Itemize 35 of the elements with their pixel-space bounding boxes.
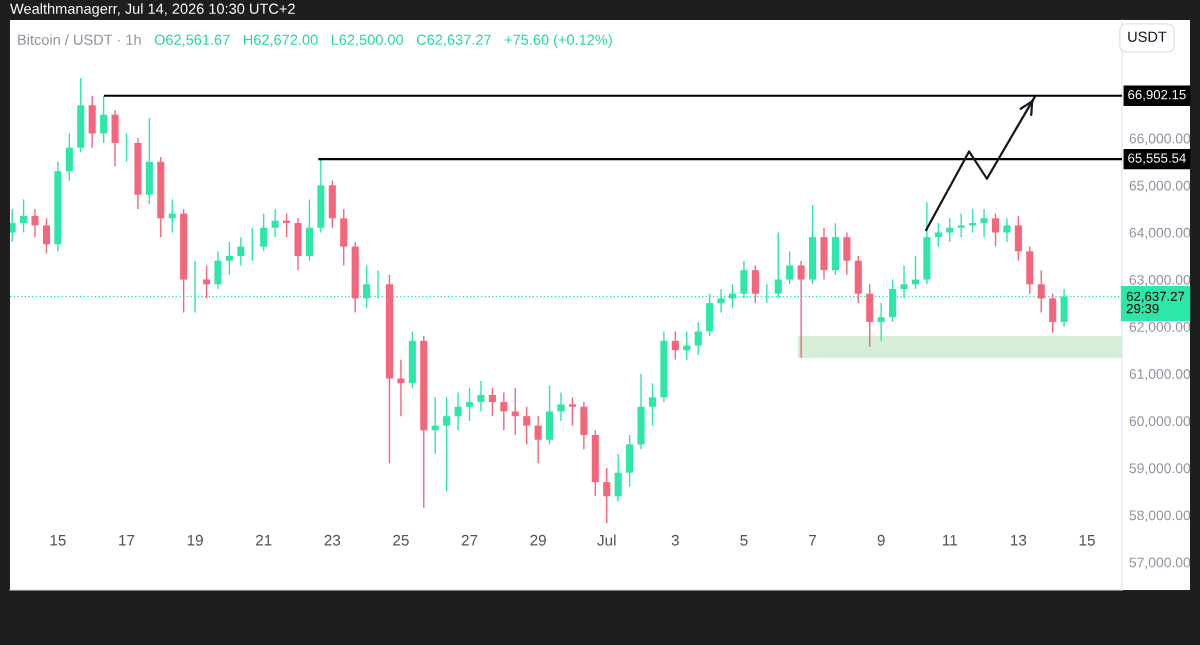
x-tick-label: 13: [1011, 534, 1027, 546]
y-tick-label: 61,000.00: [1129, 369, 1191, 381]
x-tick-label: 25: [393, 534, 409, 546]
x-tick-label: 3: [671, 534, 679, 546]
data-label: 65,555.54: [1128, 153, 1186, 165]
x-tick-label: 15: [1079, 535, 1095, 546]
x-tick-label: 27: [461, 534, 478, 546]
annotation: +75.60 (+0.12%): [504, 34, 612, 48]
y-tick-label: 63,000.00: [1129, 274, 1191, 287]
ref-line-label: 62,637.27 29:39: [1126, 291, 1185, 314]
text: Wealthmanagerr, Jul 14, 2026 10:30 UTC+2: [10, 3, 295, 17]
x-tick-label: Jul: [597, 534, 616, 546]
x-tick-label: 19: [187, 534, 203, 546]
x-tick-label: 9: [877, 534, 885, 546]
x-tick-label: 21: [255, 534, 272, 546]
x-tick-label: 17: [119, 535, 135, 546]
x-tick-label: 29: [530, 534, 546, 546]
annotation: C62,637.27: [416, 34, 491, 47]
x-tick-label: 7: [809, 535, 817, 546]
y-tick-label: 60,000.00: [1129, 416, 1191, 428]
y-tick-label: 59,000.00: [1129, 463, 1191, 475]
x-tick-label: 11: [943, 535, 957, 546]
y-tick-label: 62,000.00: [1129, 322, 1191, 334]
y-axis-title: USDT: [1128, 31, 1167, 42]
y-tick-label: 64,000.00: [1129, 227, 1191, 240]
annotation: O62,561.67: [154, 34, 230, 47]
x-tick-label: 5: [740, 535, 748, 546]
annotation: H62,672.00: [243, 34, 318, 47]
data-label: 66,902.15: [1128, 89, 1186, 101]
x-tick-label: 23: [324, 534, 341, 546]
annotation: L62,500.00: [331, 34, 404, 47]
y-tick-label: 65,000.00: [1129, 180, 1191, 193]
x-tick-label: 15: [50, 535, 66, 546]
text: Bitcoin / USDT · 1h: [18, 34, 141, 45]
y-tick-label: 58,000.00: [1129, 510, 1191, 522]
